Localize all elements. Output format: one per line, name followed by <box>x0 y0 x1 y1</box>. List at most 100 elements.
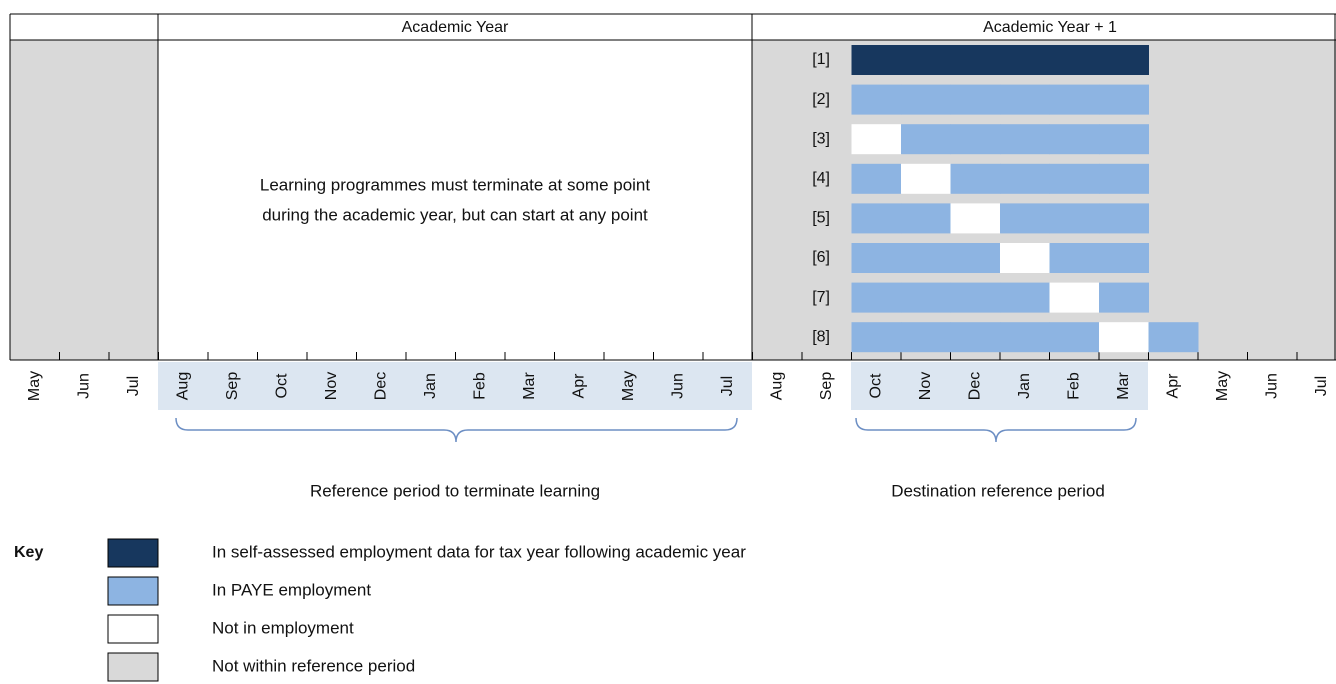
bar-segment <box>1099 124 1149 155</box>
bar-segment <box>851 45 902 75</box>
month-label: Jun <box>75 373 92 399</box>
month-label: May <box>26 371 43 401</box>
bar-segment <box>1049 282 1100 313</box>
key-item: Not in employment <box>212 618 354 637</box>
month-label: Nov <box>323 372 340 400</box>
month-label: Mar <box>521 372 538 400</box>
key-swatch <box>107 614 159 644</box>
month-label: Feb <box>471 372 488 400</box>
key-item: Not within reference period <box>212 656 415 675</box>
key-title: Key <box>14 544 43 561</box>
month-label: Sep <box>818 372 835 401</box>
reference-band <box>158 362 752 410</box>
bar-segment <box>950 84 1001 115</box>
key-item: In PAYE employment <box>212 580 371 599</box>
month-label: Jun <box>669 373 686 399</box>
bar-segment <box>901 84 951 115</box>
month-label: Jun <box>1263 373 1280 399</box>
month-label: Jul <box>125 376 142 396</box>
bracket <box>175 417 738 443</box>
bar-segment <box>1049 45 1100 75</box>
bar-segment <box>950 322 1001 353</box>
bar-segment <box>1049 203 1100 234</box>
bar-segment <box>1000 243 1050 273</box>
month-label: Jan <box>422 373 439 399</box>
bar-segment <box>901 282 951 313</box>
bar-segment <box>851 282 902 313</box>
bracket-label: Reference period to terminate learning <box>310 481 600 500</box>
month-label: Dec <box>966 372 983 400</box>
bar-segment <box>851 243 902 273</box>
key-swatch <box>107 576 159 606</box>
header-left: Academic Year <box>402 19 509 36</box>
row-label: [3] <box>812 130 830 147</box>
row-label: [5] <box>812 210 830 227</box>
bracket <box>855 417 1137 443</box>
bar-segment <box>1099 282 1149 313</box>
month-label: Oct <box>273 373 290 398</box>
row-label: [2] <box>812 91 830 108</box>
bar-segment <box>851 124 902 155</box>
bracket-label: Destination reference period <box>891 481 1105 500</box>
row-label: [1] <box>812 51 830 68</box>
key-swatch <box>107 652 159 682</box>
bar-segment <box>1000 84 1050 115</box>
bar-segment <box>901 124 951 155</box>
outside-left <box>10 40 158 360</box>
month-label: Aug <box>174 372 191 400</box>
bar-segment <box>1099 84 1149 115</box>
month-label: Sep <box>224 372 241 401</box>
month-label: Oct <box>867 373 884 398</box>
month-label: Jul <box>719 376 736 396</box>
destination-band <box>851 362 1148 410</box>
bar-segment <box>901 243 951 273</box>
row-label: [8] <box>812 328 830 345</box>
bar-segment <box>1000 322 1050 353</box>
bar-segment <box>1049 243 1100 273</box>
bar-segment <box>901 322 951 353</box>
month-label: Aug <box>768 372 785 400</box>
bar-segment <box>950 124 1001 155</box>
month-label: Apr <box>570 373 587 399</box>
bar-segment <box>1049 322 1100 353</box>
row-label: [6] <box>812 249 830 266</box>
month-label: Apr <box>1164 373 1181 399</box>
bar-segment <box>1049 163 1100 194</box>
bar-segment <box>851 203 902 234</box>
row-label: [7] <box>812 289 830 306</box>
bar-segment <box>1049 124 1100 155</box>
bar-segment <box>1049 84 1100 115</box>
bar-segment <box>851 322 902 353</box>
month-label: Dec <box>372 372 389 400</box>
month-label: Jul <box>1313 376 1330 396</box>
month-label: May <box>620 371 637 401</box>
bar-segment <box>901 203 951 234</box>
month-label: Jan <box>1016 373 1033 399</box>
bar-segment <box>851 163 902 194</box>
bar-segment <box>1099 322 1149 353</box>
bar-segment <box>950 163 1001 194</box>
bar-segment <box>1099 243 1149 273</box>
bar-segment <box>950 282 1001 313</box>
bar-segment <box>1099 45 1149 75</box>
bar-segment <box>1000 203 1050 234</box>
note-line: during the academic year, but can start … <box>262 205 648 224</box>
month-label: Nov <box>917 372 934 400</box>
bar-segment <box>901 163 951 194</box>
bar-segment <box>1000 45 1050 75</box>
key-swatch <box>107 538 159 568</box>
header-right: Academic Year + 1 <box>983 19 1117 36</box>
note-line: Learning programmes must terminate at so… <box>260 175 651 194</box>
bar-segment <box>1099 203 1149 234</box>
bar-segment <box>950 243 1001 273</box>
key-item: In self-assessed employment data for tax… <box>212 542 746 561</box>
bar-segment <box>950 45 1001 75</box>
bar-segment <box>1000 282 1050 313</box>
month-label: May <box>1214 371 1231 401</box>
month-label: Mar <box>1115 372 1132 400</box>
bar-segment <box>851 84 902 115</box>
month-label: Feb <box>1065 372 1082 400</box>
bar-segment <box>1000 124 1050 155</box>
bar-segment <box>950 203 1001 234</box>
